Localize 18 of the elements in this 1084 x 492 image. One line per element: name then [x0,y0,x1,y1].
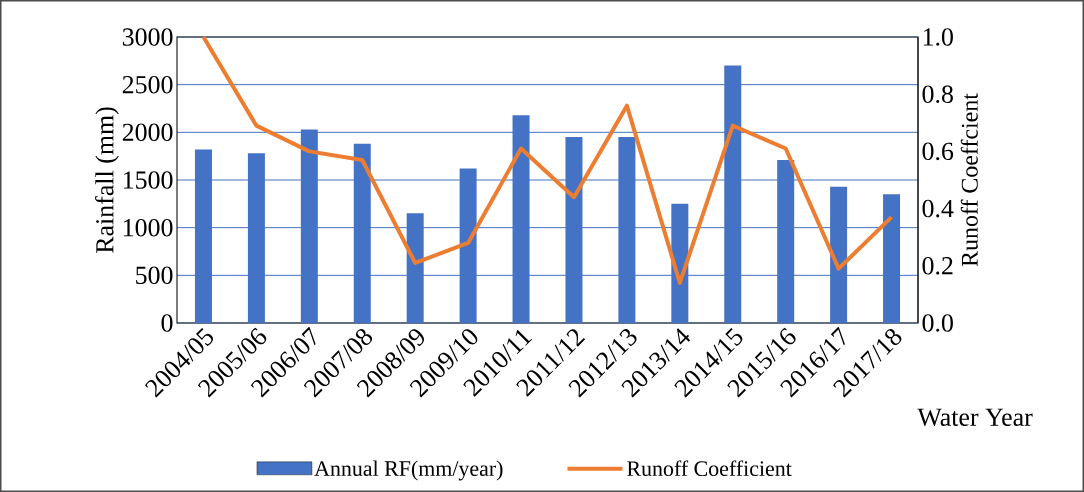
y2-tick-label: 0.2 [922,256,953,275]
y2-tick-label: 0.4 [922,199,954,218]
y2-tick-label: 0.8 [922,85,953,103]
y2-axis-title: Runoff Coeffcient [960,93,978,267]
legend-label: Runoff Coefficient [627,460,792,477]
x-axis-title: Water Year [917,408,1033,427]
y-tick-label: 2000 [122,123,173,142]
y-tick-label: 1500 [123,171,173,189]
y-tick-label: 1000 [123,218,173,237]
y-tick-label: 3000 [122,28,173,46]
y-tick-label: 2500 [122,75,173,94]
legend-label: Annual RF(mm/year) [314,460,503,481]
y-tick-label: 500 [136,266,173,285]
line-series [201,35,894,285]
y-axis-title: Rainfall (mm) [95,107,119,253]
y2-tick-label: 1.0 [923,28,953,46]
y2-tick-label: 0.6 [922,142,954,161]
y2-tick-label: 0.0 [922,314,953,332]
